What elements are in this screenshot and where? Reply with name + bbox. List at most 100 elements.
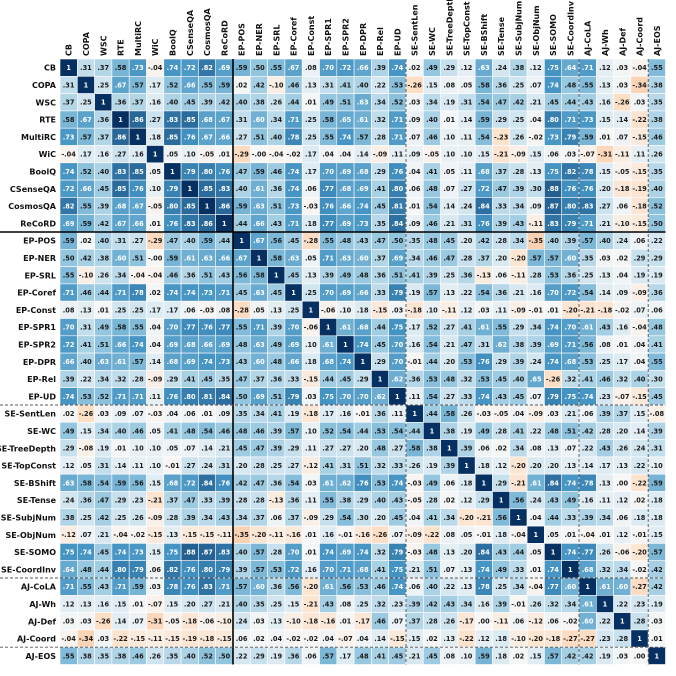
cell-value: .25 (357, 600, 369, 608)
cell-value: .47 (97, 497, 109, 505)
cell-value: -.26 (615, 99, 630, 107)
cell-value: .18 (149, 133, 161, 141)
cell-value: .47 (495, 185, 507, 193)
cell-value: .34 (270, 116, 282, 124)
cell-value: .08 (63, 306, 75, 314)
cell-value: -.00 (252, 151, 267, 159)
column-label: AJ-Wh (601, 29, 610, 56)
cell-value: .53 (582, 358, 594, 366)
cell-value: .42 (80, 254, 92, 262)
cell-value: .61 (599, 583, 611, 591)
cell-value: .45 (288, 237, 300, 245)
cell-value: .19 (461, 427, 473, 435)
cell-value: .04 (149, 324, 161, 332)
cell-value: .07 (530, 393, 542, 401)
cell-value: .10 (305, 427, 317, 435)
cell-value: .76 (478, 220, 490, 228)
cell-value: .57 (236, 583, 248, 591)
cell-value: -.04 (632, 64, 647, 72)
cell-value: -.17 (459, 618, 474, 626)
cell-value: .41 (374, 566, 386, 574)
cell-value: .43 (219, 514, 231, 522)
cell-value: .37 (63, 99, 75, 107)
cell-value: .45 (443, 237, 455, 245)
cell-value: -.19 (183, 635, 198, 643)
cell-value: .02 (149, 289, 161, 297)
cell-value: .57 (547, 652, 559, 660)
cell-value: .74 (184, 289, 196, 297)
cell-value: -.02 (529, 133, 544, 141)
cell-value: .69 (184, 358, 196, 366)
cell-value: .07 (80, 531, 92, 539)
cell-value: .71 (392, 116, 404, 124)
cell-value: .26 (513, 133, 525, 141)
cell-value: .01 (599, 133, 611, 141)
cell-value: .04 (634, 358, 646, 366)
cell-value: .36 (270, 479, 282, 487)
cell-value: .79 (219, 566, 231, 574)
cell-value: .58 (443, 410, 455, 418)
cell-value: .25 (132, 306, 144, 314)
cell-value: .15 (530, 151, 542, 159)
cell-value: .73 (547, 133, 559, 141)
cell-value: .31 (340, 462, 352, 470)
cell-value: .46 (426, 133, 438, 141)
cell-value: .76 (565, 185, 577, 193)
cell-value: -.12 (529, 618, 544, 626)
cell-value: 1 (187, 185, 192, 193)
cell-value: .44 (409, 427, 421, 435)
cell-value: .18 (634, 514, 646, 522)
cell-value: -.05 (148, 202, 163, 210)
cell-value: .50 (63, 254, 75, 262)
cell-value: .03 (149, 583, 161, 591)
cell-value: .14 (201, 445, 213, 453)
column-label: EP-UD (393, 28, 402, 56)
cell-value: -.09 (511, 306, 526, 314)
column-label: WiC (151, 38, 160, 56)
cell-value: 1 (343, 341, 348, 349)
cell-value: .46 (599, 375, 611, 383)
cell-value: .70 (357, 393, 369, 401)
cell-value: .04 (167, 410, 179, 418)
cell-value: .51 (270, 393, 282, 401)
cell-value: .01 (547, 306, 559, 314)
cell-value: .36 (651, 289, 663, 297)
cell-value: .28 (253, 462, 265, 470)
column-label: SE-TopConst (463, 1, 472, 56)
cell-value: .58 (322, 116, 334, 124)
cell-value: .63 (63, 479, 75, 487)
cell-value: .13 (80, 306, 92, 314)
cell-value: .41 (582, 375, 594, 383)
cell-value: .63 (253, 341, 265, 349)
cell-value: 1 (84, 81, 89, 89)
cell-value: .28 (253, 497, 265, 505)
cell-value: .83 (547, 220, 559, 228)
cell-value: .13 (599, 81, 611, 89)
cell-value: .13 (305, 272, 317, 280)
cell-value: .78 (167, 583, 179, 591)
cell-value: .42 (513, 99, 525, 107)
column-label: EP-SPR2 (341, 18, 350, 56)
cell-value: .07 (184, 445, 196, 453)
cell-value: .55 (80, 202, 92, 210)
cell-value: -.18 (632, 202, 647, 210)
cell-value: .24 (530, 497, 542, 505)
cell-value: 1 (637, 635, 642, 643)
cell-value: .53 (374, 479, 386, 487)
cell-value: .19 (599, 652, 611, 660)
cell-value: .27 (288, 462, 300, 470)
row-label: AJ-Wh (29, 600, 56, 609)
cell-value: .11 (409, 393, 421, 401)
cell-value: .28 (616, 635, 628, 643)
cell-value: .35 (651, 168, 663, 176)
row-label: AJ-Def (28, 617, 57, 626)
cell-value: .32 (461, 375, 473, 383)
cell-value: .56 (288, 583, 300, 591)
cell-value: .40 (97, 168, 109, 176)
cell-value: .48 (80, 566, 92, 574)
cell-value: .68 (167, 479, 179, 487)
cell-value: .37 (97, 133, 109, 141)
cell-value: .70 (322, 168, 334, 176)
cell-value: .79 (392, 548, 404, 556)
cell-value: .06 (547, 151, 559, 159)
